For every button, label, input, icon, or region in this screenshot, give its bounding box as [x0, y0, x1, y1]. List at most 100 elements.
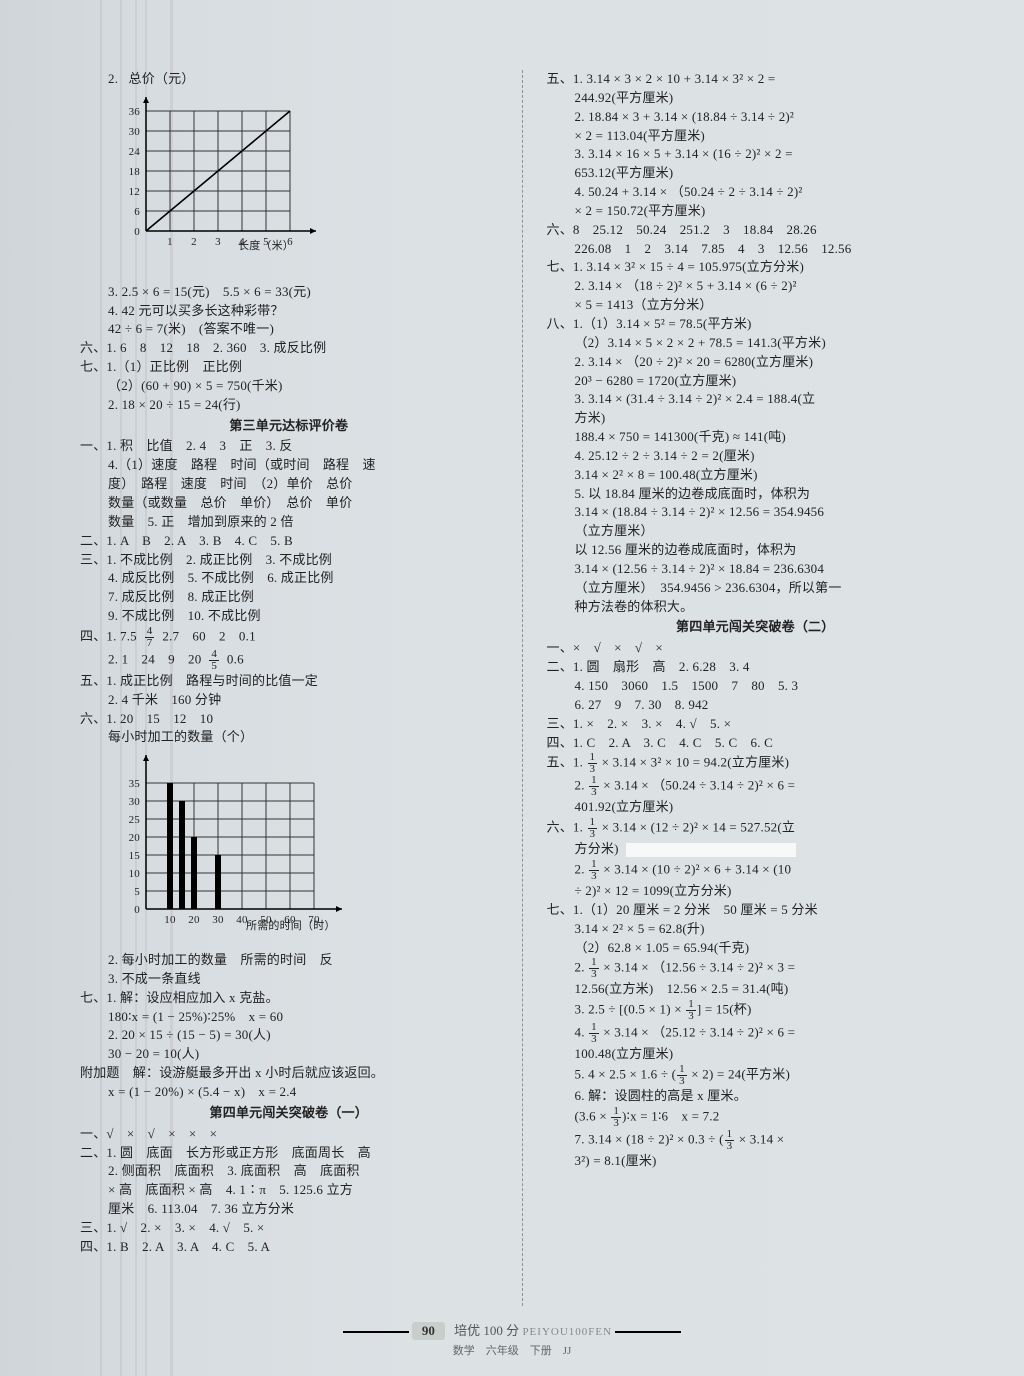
svg-text:12: 12	[129, 186, 140, 198]
text-line: 3²) = 8.1(厘米)	[547, 1152, 965, 1171]
text-line: 20³ − 6280 = 1720(立方厘米)	[547, 372, 965, 391]
text-line: 3. 3.14 × 16 × 5 + 3.14 × (16 ÷ 2)² × 2 …	[547, 145, 965, 164]
text-line: 以 12.56 厘米的边卷成底面时，体积为	[547, 541, 965, 560]
t: 2. 1 24 9 20	[108, 651, 201, 666]
text-line: 厘米 6. 113.04 7. 36 立方分米	[80, 1200, 498, 1219]
svg-text:1: 1	[167, 236, 173, 248]
svg-text:10: 10	[129, 868, 141, 880]
svg-text:0: 0	[134, 904, 140, 916]
svg-text:15: 15	[129, 850, 141, 862]
text-line: 种方法卷的体积大。	[547, 598, 965, 617]
svg-text:长度（米）: 长度（米）	[238, 238, 294, 252]
svg-text:30: 30	[129, 796, 141, 808]
text-line: 2. 4 千米 160 分钟	[80, 691, 498, 710]
text-line: 4.（1）速度 路程 时间（或时间 路程 速	[80, 456, 498, 475]
left-column: 2. 总价（元） 061218243036 123456	[80, 70, 498, 1306]
t: × 2) = 24(平方米)	[691, 1067, 790, 1082]
svg-text:36: 36	[129, 106, 141, 118]
text-line: 七、1.（1）正比例 正比例	[80, 358, 498, 377]
text-line: 4. 25.12 ÷ 2 ÷ 3.14 ÷ 2 = 2(厘米)	[547, 447, 965, 466]
t: × 3.14 × (10 ÷ 2)² × 6 + 3.14 × (10	[603, 862, 791, 877]
svg-text:6: 6	[134, 206, 140, 218]
den: 7	[145, 638, 155, 649]
text-line: 4. 50.24 + 3.14 × （50.24 ÷ 2 ÷ 3.14 ÷ 2)…	[547, 183, 965, 202]
text-line: 3.14 × 2² × 5 = 62.8(升)	[547, 920, 965, 939]
t: × 3.14 × （25.12 ÷ 3.14 ÷ 2)² × 6 =	[603, 1025, 795, 1040]
text-line: 4. 150 3060 1.5 1500 7 80 5. 3	[547, 677, 965, 696]
footer-subtitle: 数学 六年级 下册 JJ	[0, 1342, 1024, 1358]
text-line: （2）(60 + 90) × 5 = 750(千米)	[80, 377, 498, 396]
text-line: × 2 = 113.04(平方厘米)	[547, 127, 965, 146]
footer-title-en: PEIYOU100FEN	[522, 1326, 612, 1338]
svg-text:35: 35	[129, 778, 141, 790]
text-line: 3.14 × (18.84 ÷ 3.14 ÷ 2)² × 12.56 = 354…	[547, 503, 965, 522]
text-line: 30 − 20 = 10(人)	[80, 1045, 498, 1064]
text-line: × 2 = 150.72(平方厘米)	[547, 202, 965, 221]
text-line: 4. 13 × 3.14 × （25.12 ÷ 3.14 ÷ 2)² × 6 =	[547, 1022, 965, 1045]
text-line: 四、1. B 2. A 3. A 4. C 5. A	[80, 1238, 498, 1257]
chart2-svg: 05101520253035 10203040506070 所需的时间（时）	[118, 751, 378, 941]
text-line: 数量（或数量 总价 单价） 总价 单价	[80, 494, 498, 513]
text-line: 2. 13 × 3.14 × （50.24 ÷ 3.14 ÷ 2)² × 6 =	[547, 775, 965, 798]
t: × 3.14 × （12.56 ÷ 3.14 ÷ 2)² × 3 =	[603, 960, 795, 975]
text-line: 4. 成反比例 5. 不成比例 6. 成正比例	[80, 569, 498, 588]
t: 四、1. 7.5	[80, 628, 137, 643]
text-line: 2. 13 × 3.14 × （12.56 ÷ 3.14 ÷ 2)² × 3 =	[547, 957, 965, 980]
text-line: （2）62.8 × 1.05 = 65.94(千克)	[547, 939, 965, 958]
footer-title-cn: 培优 100 分	[454, 1323, 519, 1338]
text-line: 三、1. 不成比例 2. 成正比例 3. 不成比例	[80, 551, 498, 570]
chart1-title: 总价（元）	[129, 71, 195, 86]
text-line: 9. 不成比例 10. 不成比例	[80, 607, 498, 626]
text-line: 六、8 25.12 50.24 251.2 3 18.84 28.26	[547, 221, 965, 240]
text-line: 五、1. 13 × 3.14 × 3² × 10 = 94.2(立方厘米)	[547, 752, 965, 775]
t: × 3.14 ×	[739, 1131, 785, 1146]
text-line: 七、1. 3.14 × 3² × 15 ÷ 4 = 105.975(立方分米)	[547, 258, 965, 277]
text-line: 七、1.（1）20 厘米 = 2 分米 50 厘米 = 5 分米	[547, 901, 965, 920]
text-line: 2. 3.14 × （18 ÷ 2)² × 5 + 3.14 × (6 ÷ 2)…	[547, 277, 965, 296]
svg-text:30: 30	[129, 126, 141, 138]
chart2-title: 每小时加工的数量（个）	[80, 728, 498, 747]
text-line: 六、1. 13 × 3.14 × (12 ÷ 2)² × 14 = 527.52…	[547, 817, 965, 840]
fraction: 47	[145, 626, 155, 649]
den: 5	[209, 661, 219, 672]
text-line: 三、1. √ 2. × 3. × 4. √ 5. ×	[80, 1219, 498, 1238]
text-line: 2. 13 × 3.14 × (10 ÷ 2)² × 6 + 3.14 × (1…	[547, 859, 965, 882]
den: 3	[725, 1141, 735, 1152]
text-line: 方米)	[547, 409, 965, 428]
t: 7. 3.14 × (18 ÷ 2)² × 0.3 ÷ (	[575, 1131, 724, 1146]
text-line: 42 ÷ 6 = 7(米) (答案不唯一)	[80, 320, 498, 339]
text-line: 401.92(立方厘米)	[547, 798, 965, 817]
redaction-box	[626, 843, 796, 857]
svg-text:所需的时间（时）: 所需的时间（时）	[246, 918, 336, 932]
den: 3	[677, 1076, 687, 1087]
text-line: 二、1. A B 2. A 3. B 4. C 5. B	[80, 532, 498, 551]
column-divider	[522, 70, 523, 1306]
text-line: 度） 路程 速度 时间 （2）单价 总价	[80, 475, 498, 494]
svg-text:10: 10	[164, 914, 176, 926]
text-line: 653.12(平方厘米)	[547, 164, 965, 183]
text-line: 3. 不成一条直线	[80, 970, 498, 989]
text-line: 2. 20 × 15 ÷ (15 − 5) = 30(人)	[80, 1026, 498, 1045]
den: 3	[589, 969, 599, 980]
content-columns: 2. 总价（元） 061218243036 123456	[80, 70, 964, 1306]
svg-text:18: 18	[129, 166, 141, 178]
right-column: 五、1. 3.14 × 3 × 2 × 10 + 3.14 × 3² × 2 =…	[547, 70, 965, 1306]
text-line: 3. 2.5 ÷ [(0.5 × 1) × 13] = 15(杯)	[547, 999, 965, 1022]
page-root: 2. 总价（元） 061218243036 123456	[0, 0, 1024, 1376]
svg-text:5: 5	[134, 886, 140, 898]
svg-text:20: 20	[188, 914, 200, 926]
text-line: 2. 侧面积 底面积 3. 底面积 高 底面积	[80, 1162, 498, 1181]
text-line: 2. 1 24 9 20 45 0.6	[80, 649, 498, 672]
text-line: 六、1. 6 8 12 18 2. 360 3. 成反比例	[80, 339, 498, 358]
text-line: 六、1. 20 15 12 10	[80, 710, 498, 729]
chart-1: 061218243036 123456 长度（米）	[118, 93, 498, 279]
text-line: 方分米)	[547, 840, 965, 859]
text-line: 100.48(立方厘米)	[547, 1045, 965, 1064]
t: 0.6	[227, 651, 244, 666]
text-line: (3.6 × 13)∶x = 1∶6 x = 7.2	[547, 1106, 965, 1129]
svg-text:25: 25	[129, 814, 141, 826]
text-line: （立方厘米）	[547, 522, 965, 541]
unit4b-title: 第四单元闯关突破卷（二）	[547, 618, 965, 637]
text-line: 12.56(立方米) 12.56 × 2.5 = 31.4(吨)	[547, 980, 965, 999]
text-line: 7. 3.14 × (18 ÷ 2)² × 0.3 ÷ (13 × 3.14 ×	[547, 1129, 965, 1152]
